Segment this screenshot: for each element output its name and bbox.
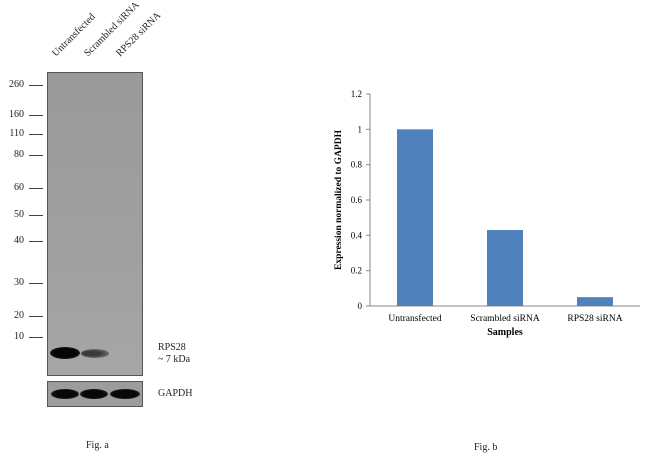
band-label-rps28: RPS28 [158, 342, 186, 353]
mw-tick-110 [29, 134, 43, 135]
y-tick-label: 0.6 [351, 195, 363, 205]
y-tick-label: 0.8 [351, 160, 363, 170]
bar-scrambled-sirna [487, 230, 523, 306]
mw-tick-20 [29, 316, 43, 317]
bar-chart: 0 0.2 0.4 0.6 0.8 1 1.2 Untransfected Scrambled… [334, 89, 640, 338]
x-tick-label: RPS28 siRNA [567, 314, 622, 324]
band-gapdh-untransfected [51, 389, 79, 399]
mw-marker-60: 60 [14, 182, 24, 193]
mw-tick-40 [29, 241, 43, 242]
mw-tick-30 [29, 283, 43, 284]
x-tick-label: Scrambled siRNA [470, 314, 540, 324]
mw-marker-50: 50 [14, 209, 24, 220]
mw-tick-260 [29, 85, 43, 86]
blot-membrane-rps28 [47, 72, 143, 376]
mw-tick-160 [29, 115, 43, 116]
band-gapdh-rps28-sirna [110, 389, 140, 399]
mw-marker-40: 40 [14, 235, 24, 246]
blot-membrane-gapdh [47, 381, 143, 407]
mw-tick-50 [29, 215, 43, 216]
bar-untransfected [397, 129, 433, 306]
figure-a-caption: Fig. a [86, 440, 109, 451]
lane-label-scrambled: Scrambled siRNA [82, 0, 142, 59]
mw-tick-80 [29, 155, 43, 156]
mw-tick-60 [29, 188, 43, 189]
x-axis-label: Samples [487, 327, 523, 338]
y-tick-label: 1.2 [351, 89, 362, 99]
mw-marker-80: 80 [14, 149, 24, 160]
x-tick-label: Untransfected [388, 313, 442, 324]
mw-marker-20: 20 [14, 310, 24, 321]
bar-rps28-sirna [577, 297, 613, 306]
mw-marker-260: 260 [9, 79, 24, 90]
band-rps28-scrambled [81, 349, 109, 358]
y-axis: 0 0.2 0.4 0.6 0.8 1 1.2 [351, 89, 371, 311]
x-tick-group: Untransfected Scrambled siRNA RPS28 siRNA [388, 313, 622, 324]
y-tick-label: 1 [358, 124, 363, 134]
mw-tick-10 [29, 337, 43, 338]
y-tick-label: 0.2 [351, 266, 362, 276]
y-tick-label: 0.4 [351, 230, 363, 240]
band-rps28-untransfected [50, 347, 80, 359]
bar-series [397, 129, 613, 306]
y-tick-label: 0 [358, 301, 363, 311]
band-label-gapdh: GAPDH [158, 388, 193, 399]
western-blot-figure: Untransfected Scrambled siRNA RPS28 siRN… [0, 0, 250, 474]
mw-marker-30: 30 [14, 277, 24, 288]
y-tick-group: 0 0.2 0.4 0.6 0.8 1 1.2 [351, 89, 370, 311]
mw-marker-110: 110 [9, 128, 24, 139]
figure-b-caption: Fig. b [474, 442, 498, 453]
y-axis-label: Expression normalized to GAPDH [334, 129, 344, 270]
band-size-label: ~ 7 kDa [158, 354, 191, 365]
mw-marker-10: 10 [14, 331, 24, 342]
mw-marker-160: 160 [9, 109, 24, 120]
band-gapdh-scrambled [80, 389, 108, 399]
